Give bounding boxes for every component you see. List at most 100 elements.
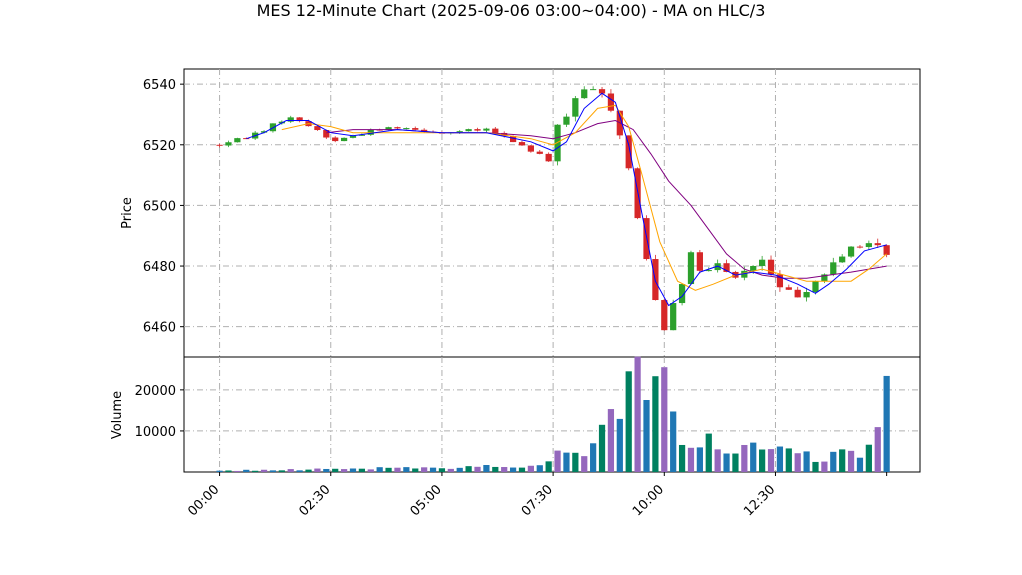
price-y-tick-label: 6500 (143, 199, 176, 214)
volume-bar (438, 468, 446, 472)
volume-bar (794, 453, 801, 472)
volume-bar (598, 424, 606, 472)
volume-bar (429, 467, 437, 472)
x-tick-label: 02:30 (296, 482, 333, 519)
volume-panel: 10000 20000 Volume (110, 356, 921, 473)
candle-body (465, 129, 472, 132)
volume-bar (785, 448, 792, 472)
volume-bar (340, 469, 348, 472)
volume-bar (563, 452, 570, 472)
candle-body (403, 128, 410, 130)
candle-body (545, 153, 552, 162)
candle-body (607, 93, 615, 111)
candle-body (767, 259, 775, 275)
volume-bar (367, 469, 374, 472)
candle-body (412, 128, 419, 130)
volume-bar (260, 469, 268, 472)
candle-body (598, 89, 606, 94)
volume-bar (536, 465, 543, 472)
volume-bar (652, 376, 659, 472)
candle-body (572, 98, 579, 117)
volume-bar (216, 470, 223, 472)
volume-bar (483, 465, 490, 472)
candle-body (527, 145, 534, 152)
volume-bar (243, 469, 250, 472)
volume-bar (349, 468, 357, 472)
volume-bar (759, 449, 766, 472)
volume-bar (456, 467, 463, 472)
volume-bar (412, 468, 419, 472)
price-panel: 6460 6480 6500 6520 6540 Price (120, 68, 921, 358)
price-grid (184, 69, 920, 357)
candle-body (696, 252, 703, 271)
volume-bar (492, 466, 499, 472)
volume-bar (625, 371, 632, 472)
candle-body (705, 270, 712, 272)
volume-bar (234, 470, 241, 472)
candle-body (750, 265, 757, 271)
volume-bar (670, 411, 677, 472)
candle-body (554, 124, 561, 162)
volume-bar (705, 433, 712, 472)
volume-bar (572, 452, 579, 472)
candle-body (687, 252, 695, 285)
volume-y-tick-label: 20000 (135, 384, 176, 399)
volume-bar (661, 367, 668, 472)
candle-body (243, 138, 250, 140)
volume-bar (678, 444, 686, 472)
candle-body (874, 243, 881, 246)
candle-body (581, 89, 588, 99)
volume-bar (856, 457, 864, 472)
x-tick-label: 00:00 (185, 482, 222, 519)
candle-body (723, 263, 730, 272)
volume-bar (518, 467, 526, 472)
candle-body (741, 270, 748, 278)
candle-body (847, 246, 855, 257)
candle-body (518, 142, 526, 146)
candle-body (785, 287, 792, 290)
volume-axis-label: Volume (110, 391, 125, 439)
x-tick-label: 05:00 (408, 482, 445, 519)
volume-bar (385, 467, 392, 472)
volume-bar (554, 450, 561, 472)
volume-y-tick-label: 10000 (135, 425, 176, 440)
volume-bar (750, 442, 757, 472)
price-panel-frame (183, 68, 921, 358)
ma-mid-line (281, 104, 887, 291)
candle-body (625, 135, 632, 169)
price-y-tick-label: 6520 (143, 139, 176, 154)
candle-body (536, 151, 543, 154)
volume-bar (865, 444, 872, 472)
candle-body (474, 129, 481, 131)
candle-body (385, 127, 392, 130)
candle-body (323, 130, 330, 138)
candle-body (314, 126, 321, 131)
candle-body (260, 131, 268, 133)
volume-bar (403, 467, 410, 472)
candle-body (670, 303, 677, 331)
volume-bars (216, 356, 890, 472)
volume-bar (394, 467, 401, 472)
volume-bar (616, 418, 623, 472)
candle-body (812, 281, 819, 293)
candle-body (340, 137, 348, 142)
candle-body (839, 256, 846, 263)
volume-bar (278, 470, 285, 472)
volume-bar (839, 449, 846, 472)
volume-bar (723, 453, 730, 472)
candle-body (358, 134, 365, 136)
volume-bar (323, 468, 330, 472)
candle-body (234, 138, 241, 143)
volume-bar (421, 467, 428, 472)
x-tick-label: 07:30 (519, 482, 556, 519)
volume-y-ticks: 10000 20000 (135, 384, 184, 440)
price-y-ticks: 6460 6480 6500 6520 6540 (143, 78, 184, 336)
candle-body (456, 131, 463, 133)
candle-body (349, 135, 357, 138)
volume-bar (269, 470, 277, 472)
x-tick-label: 10:00 (630, 482, 667, 519)
volume-bar (545, 461, 552, 472)
volume-bar (821, 461, 828, 472)
candle-body (394, 127, 401, 129)
volume-bar (830, 451, 837, 472)
